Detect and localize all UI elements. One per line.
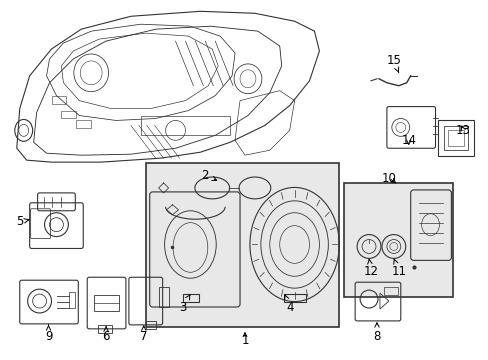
Text: 7: 7 xyxy=(140,326,147,343)
Text: 6: 6 xyxy=(102,327,110,343)
Bar xyxy=(145,321,155,329)
Text: 2: 2 xyxy=(201,168,216,181)
Bar xyxy=(158,287,168,307)
Text: 9: 9 xyxy=(45,325,52,343)
Text: 11: 11 xyxy=(390,259,406,278)
Bar xyxy=(383,287,397,295)
Bar xyxy=(51,96,66,104)
Bar xyxy=(283,294,305,302)
Text: 14: 14 xyxy=(400,134,415,147)
Bar xyxy=(69,292,75,308)
Bar xyxy=(145,163,339,327)
Text: 15: 15 xyxy=(386,54,401,73)
Text: 12: 12 xyxy=(363,259,378,278)
Text: 4: 4 xyxy=(284,295,293,314)
Bar xyxy=(76,121,91,129)
Bar xyxy=(447,130,463,146)
Bar xyxy=(98,325,112,333)
Text: 13: 13 xyxy=(455,124,470,137)
Text: 10: 10 xyxy=(381,171,395,185)
Bar xyxy=(141,116,230,135)
Text: 3: 3 xyxy=(179,295,189,314)
Bar xyxy=(344,183,452,297)
Bar xyxy=(61,111,76,118)
Bar xyxy=(183,294,199,302)
Text: 1: 1 xyxy=(241,334,248,347)
Text: 8: 8 xyxy=(372,323,380,343)
Bar xyxy=(444,126,468,150)
Bar xyxy=(94,295,119,311)
Text: 5: 5 xyxy=(16,215,29,228)
Bar xyxy=(438,121,473,156)
